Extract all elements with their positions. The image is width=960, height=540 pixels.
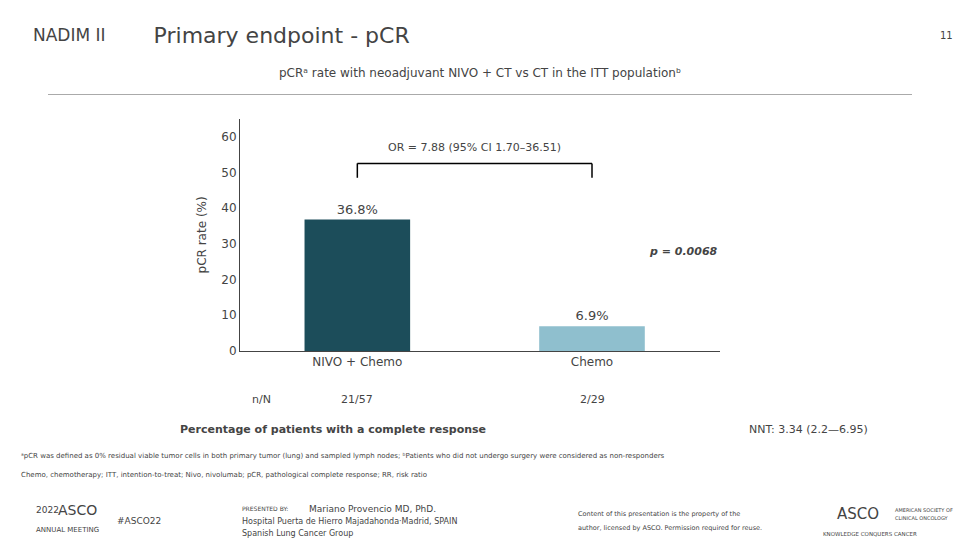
svg-text:PRESENTED BY:: PRESENTED BY: xyxy=(242,505,288,512)
svg-text:11: 11 xyxy=(940,30,953,41)
svg-text:Chemo, chemotherapy; ITT, inte: Chemo, chemotherapy; ITT, intention-to-t… xyxy=(21,471,427,479)
svg-text:20: 20 xyxy=(221,273,236,287)
svg-text:36.8%: 36.8% xyxy=(337,202,378,217)
svg-text:Chemo: Chemo xyxy=(571,355,613,369)
svg-text:30: 30 xyxy=(221,237,236,251)
svg-text:pCRᵃ rate with neoadjuvant NIV: pCRᵃ rate with neoadjuvant NIVO + CT vs … xyxy=(279,66,681,80)
svg-text:#ASCO22: #ASCO22 xyxy=(117,516,161,526)
svg-text:10: 10 xyxy=(221,308,236,322)
svg-text:AMERICAN SOCIETY OF: AMERICAN SOCIETY OF xyxy=(895,507,953,513)
svg-text:2/29: 2/29 xyxy=(580,393,605,406)
svg-text:0: 0 xyxy=(229,344,237,358)
svg-text:NNT: 3.34 (2.2—6.95): NNT: 3.34 (2.2—6.95) xyxy=(749,423,868,436)
svg-text:Hospital Puerta de Hierro Maja: Hospital Puerta de Hierro Majadahonda·Ma… xyxy=(242,517,457,526)
svg-text:pCR rate (%): pCR rate (%) xyxy=(195,196,209,273)
svg-text:21/57: 21/57 xyxy=(341,393,373,406)
svg-text:ASCO: ASCO xyxy=(837,505,879,523)
svg-text:KNOWLEDGE CONQUERS CANCER: KNOWLEDGE CONQUERS CANCER xyxy=(823,531,917,537)
svg-text:ASCO: ASCO xyxy=(58,502,97,518)
svg-text:NADIM II: NADIM II xyxy=(33,25,106,45)
svg-text:Percentage of patients with a: Percentage of patients with a complete r… xyxy=(180,423,486,436)
svg-text:OR = 7.88 (95% CI 1.70–36.51): OR = 7.88 (95% CI 1.70–36.51) xyxy=(388,141,561,154)
svg-text:Content of this presentation i: Content of this presentation is the prop… xyxy=(578,510,740,518)
svg-text:40: 40 xyxy=(221,201,236,215)
svg-text:ANNUAL MEETING: ANNUAL MEETING xyxy=(36,526,99,534)
svg-text:CLINICAL ONCOLOGY: CLINICAL ONCOLOGY xyxy=(895,515,949,521)
svg-text:Spanish Lung Cancer Group: Spanish Lung Cancer Group xyxy=(242,529,353,538)
svg-text:n/N: n/N xyxy=(252,393,271,406)
svg-text:p = 0.0068: p = 0.0068 xyxy=(649,245,718,258)
svg-text:Mariano Provencio MD, PhD.: Mariano Provencio MD, PhD. xyxy=(309,504,436,514)
svg-text:NIVO + Chemo: NIVO + Chemo xyxy=(312,355,402,369)
svg-text:60: 60 xyxy=(221,130,236,144)
svg-text:6.9%: 6.9% xyxy=(575,308,608,323)
svg-text:50: 50 xyxy=(221,166,236,180)
svg-text:2022: 2022 xyxy=(36,505,59,515)
svg-text:ᵃpCR was defined as 0% residua: ᵃpCR was defined as 0% residual viable t… xyxy=(21,452,665,460)
svg-text:Primary endpoint - pCR: Primary endpoint - pCR xyxy=(154,23,410,48)
svg-text:author, licensed by ASCO. Perm: author, licensed by ASCO. Permission req… xyxy=(578,524,762,532)
